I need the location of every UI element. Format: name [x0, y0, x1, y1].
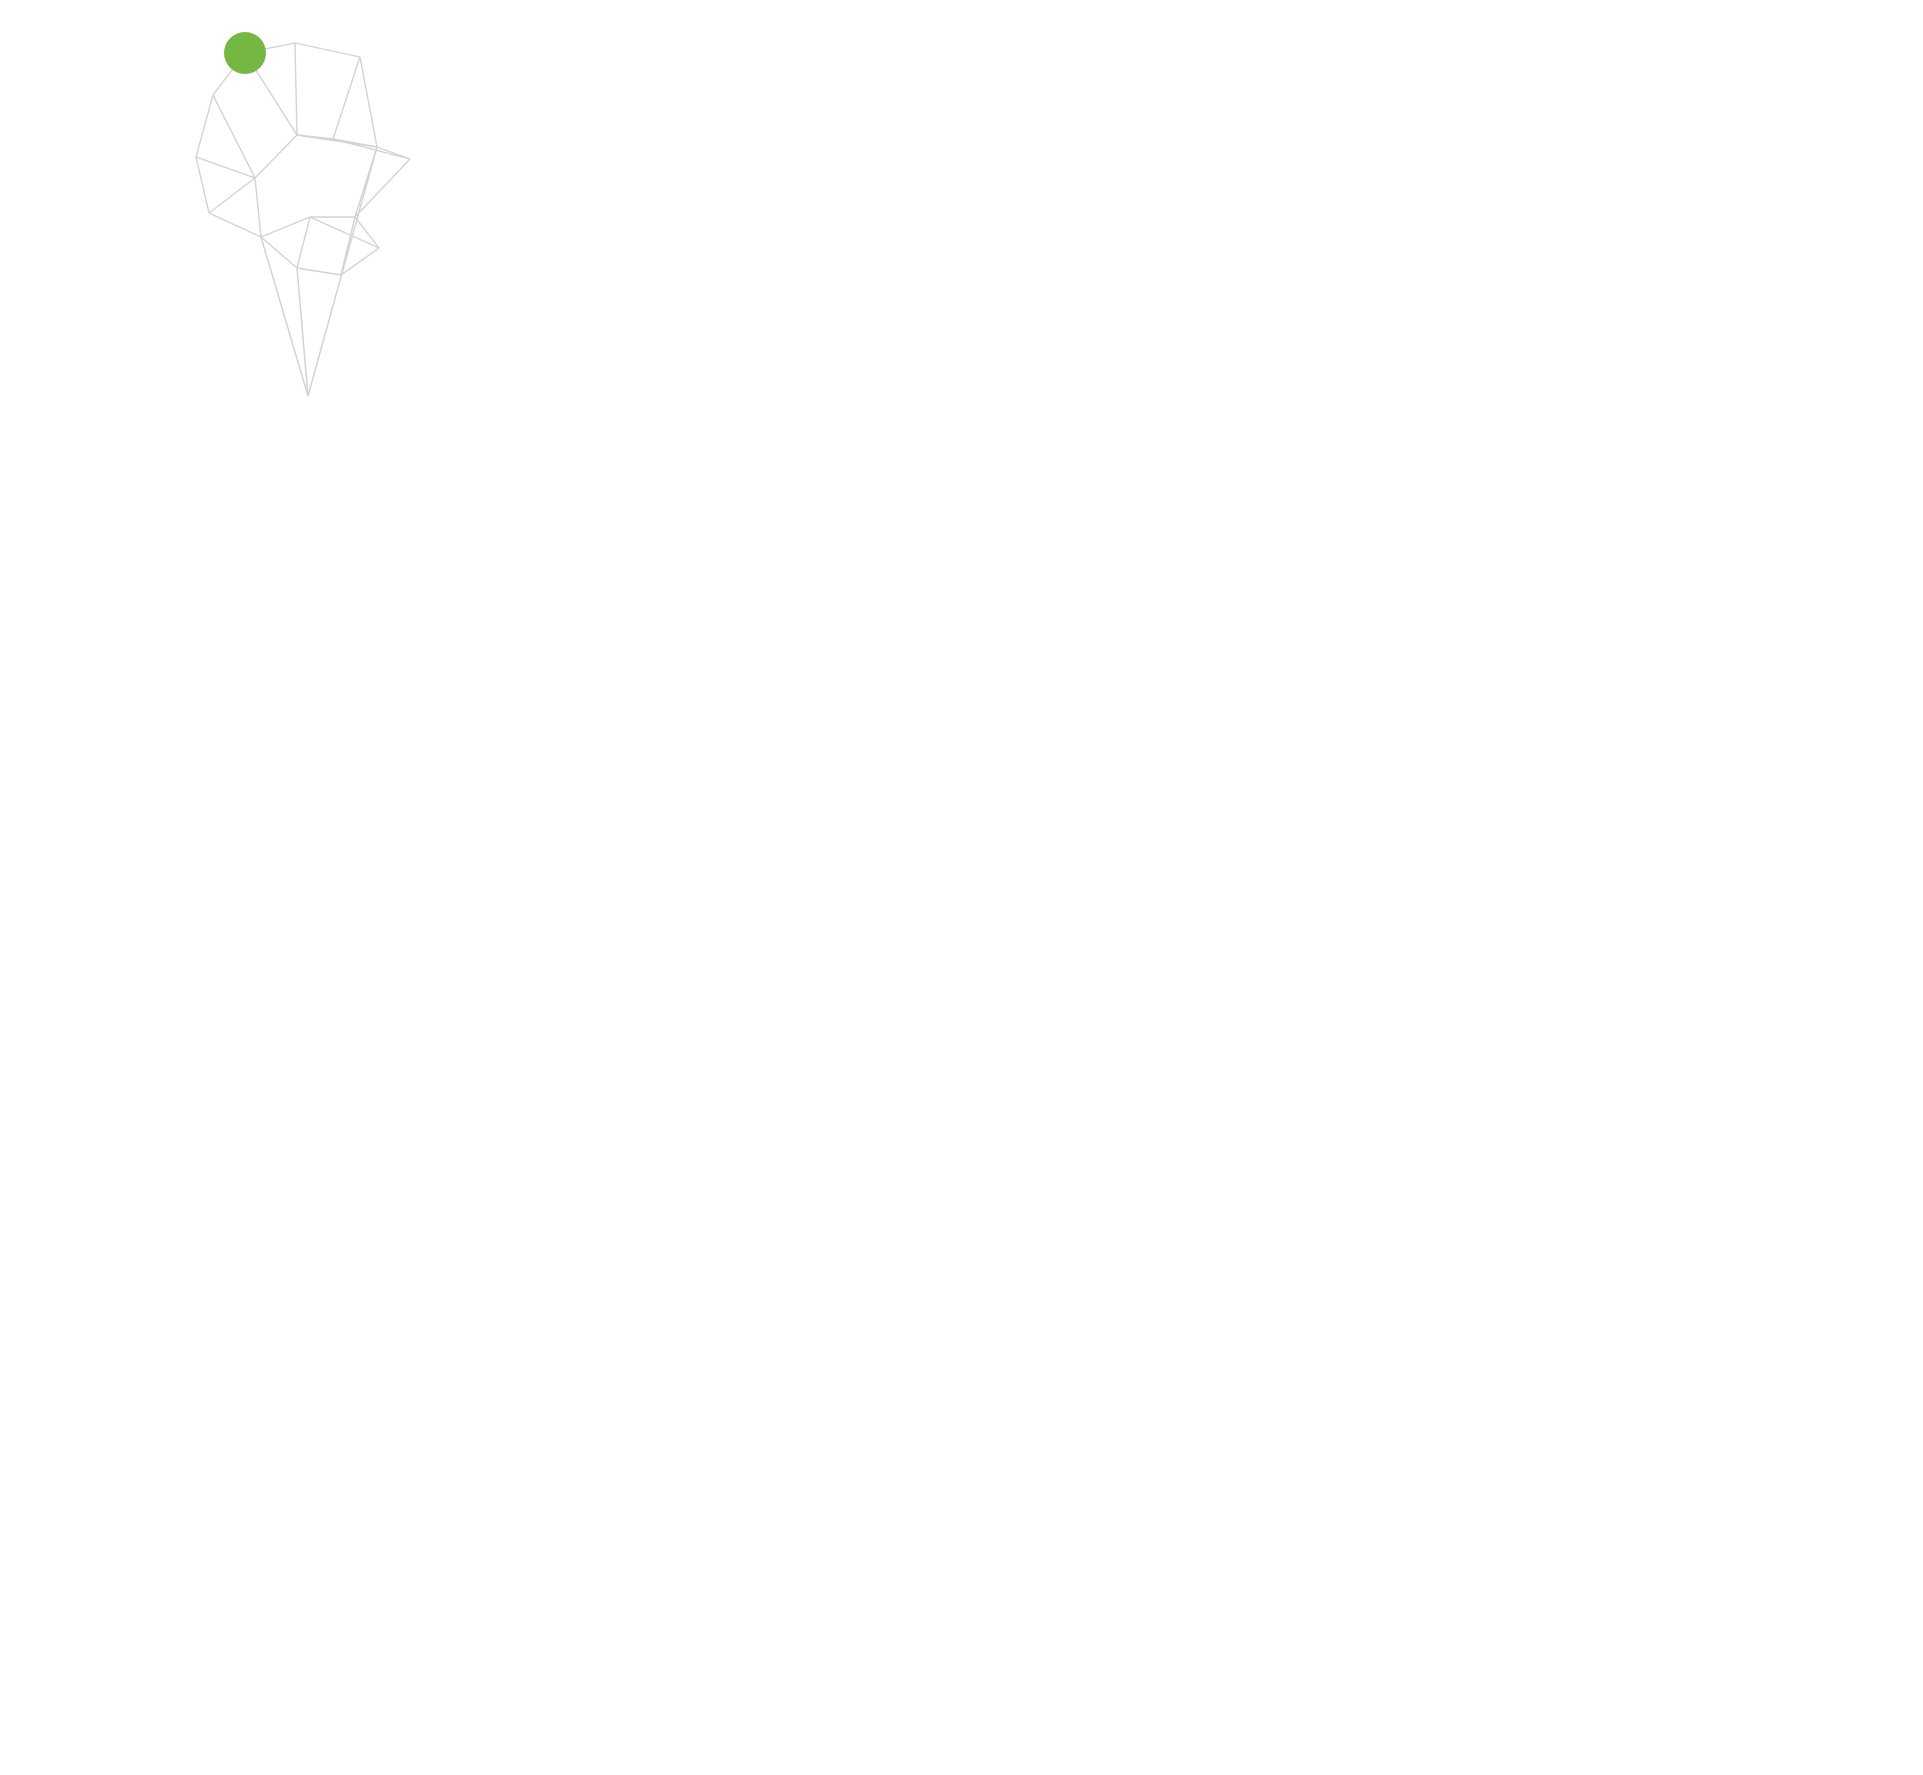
edge — [296, 267, 342, 276]
edge-layer — [195, 42, 411, 397]
panel-a — [195, 32, 411, 397]
edge — [332, 56, 361, 140]
edge — [254, 177, 262, 238]
edge — [294, 42, 298, 136]
edge — [195, 156, 210, 214]
edge — [195, 156, 256, 179]
edge — [212, 94, 256, 179]
edge — [260, 216, 311, 238]
edge — [354, 216, 380, 249]
edge — [376, 146, 411, 160]
edge — [332, 138, 411, 160]
edge — [208, 212, 262, 238]
node-layer — [224, 32, 266, 74]
edge — [354, 158, 411, 218]
edge — [254, 134, 298, 179]
edge — [208, 177, 256, 214]
hub-edge — [307, 146, 378, 397]
edge — [340, 216, 356, 276]
edge — [260, 236, 298, 269]
hub-edge — [260, 236, 309, 397]
hub-edge — [296, 267, 309, 397]
edge — [309, 216, 380, 249]
edge — [195, 94, 214, 158]
node-CD4 — [224, 32, 266, 74]
edge — [340, 247, 380, 276]
edge — [296, 216, 311, 269]
edge — [359, 56, 378, 148]
edge — [294, 42, 361, 58]
